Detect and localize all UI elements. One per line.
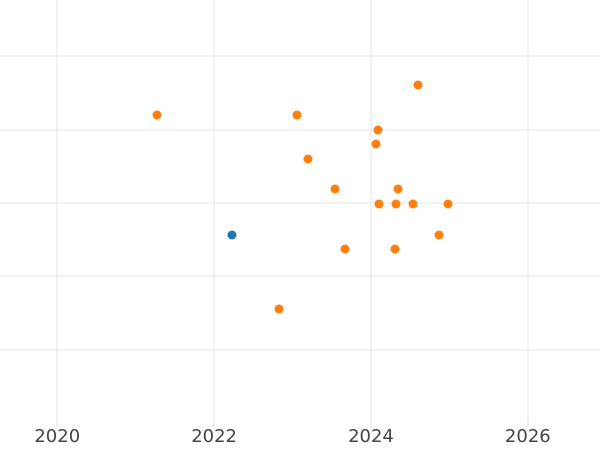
- orange-series-point: [434, 230, 444, 240]
- orange-series-point: [340, 244, 350, 254]
- orange-series-point: [371, 139, 381, 149]
- x-tick-label: 2022: [191, 425, 238, 447]
- orange-series-point: [443, 199, 453, 209]
- y-gridline: [0, 202, 600, 204]
- x-tick-mark: [56, 422, 58, 427]
- orange-series-point: [303, 154, 313, 164]
- x-tick-label: 2024: [348, 425, 394, 447]
- orange-series-point: [274, 304, 284, 314]
- x-gridline: [370, 0, 372, 423]
- y-gridline: [0, 55, 600, 57]
- x-tick-mark: [370, 422, 372, 427]
- blue-series-point: [227, 230, 237, 240]
- x-gridline: [56, 0, 58, 423]
- x-tick-label: 2020: [34, 425, 81, 447]
- x-gridline: [527, 0, 529, 423]
- x-tick-mark: [527, 422, 529, 427]
- orange-series-point: [373, 125, 383, 135]
- orange-series-point: [330, 184, 340, 194]
- y-gridline: [0, 275, 600, 277]
- orange-series-point: [292, 110, 302, 120]
- orange-series-point: [393, 184, 403, 194]
- orange-series-point: [408, 199, 418, 209]
- orange-series-point: [152, 110, 162, 120]
- orange-series-point: [413, 80, 423, 90]
- x-tick-mark: [213, 422, 215, 427]
- y-gridline: [0, 349, 600, 351]
- orange-series-point: [390, 244, 400, 254]
- orange-series-point: [391, 199, 401, 209]
- orange-series-point: [374, 199, 384, 209]
- y-gridline: [0, 129, 600, 131]
- x-tick-label: 2026: [504, 425, 551, 447]
- x-gridline: [213, 0, 215, 423]
